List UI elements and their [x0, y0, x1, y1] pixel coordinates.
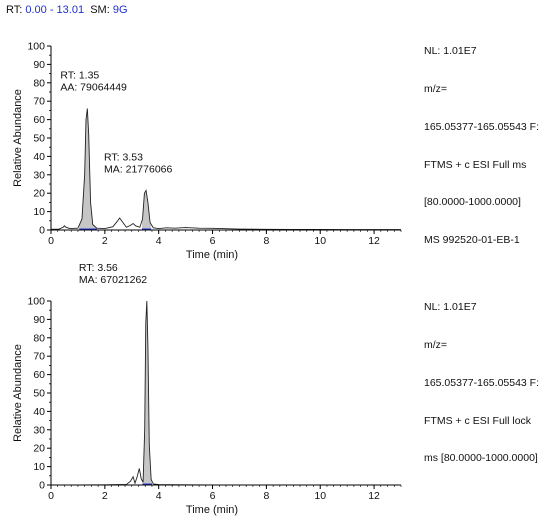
y-tick-label: 60 [33, 369, 45, 381]
y-tick-label: 90 [33, 314, 45, 326]
x-tick-label: 8 [263, 490, 269, 502]
x-tick-label: 0 [48, 490, 54, 502]
peak-area [79, 108, 97, 230]
y-tick-label: 100 [27, 296, 45, 308]
chromatogram-panel-2: 0 10 20 30 40 50 60 70 80 90 100 0 2 4 6 8 10 12 Time (min… [12, 262, 402, 516]
y-tick-label: 10 [33, 206, 45, 218]
y-tick-label: 70 [33, 96, 45, 108]
x-tick-label: 2 [102, 235, 108, 247]
y-tick-label: 30 [33, 424, 45, 436]
peak-area [142, 301, 152, 485]
x-tick-label: 10 [314, 490, 326, 502]
x-axis-label: Time (min) [186, 249, 238, 261]
y-tick-label: 30 [33, 169, 45, 181]
sm-value: 9G [112, 4, 128, 16]
y-axis-label: Relative Abundance [12, 89, 24, 187]
peak-rt-label: RT: 1.35 [60, 70, 99, 82]
peak-area-label: AA: 79064449 [60, 82, 127, 94]
y-tick-label: 0 [39, 480, 45, 492]
x-tick-label: 12 [368, 490, 380, 502]
rt-range: 0.00 - 13.01 [25, 4, 85, 16]
trace-2-info: NL: 1.01E7 m/z= 165.05377-165.05543 F: F… [424, 276, 539, 478]
y-tick-label: 0 [39, 225, 45, 237]
x-axis-label: Time (min) [186, 504, 238, 516]
info-line: m/z= [424, 338, 448, 351]
x-tick-label: 6 [210, 490, 216, 502]
y-tick-label: 60 [33, 114, 45, 126]
chromatogram-header: RT: 0.00 - 13.01 SM: 9G [6, 4, 128, 16]
x-tick-label: 6 [210, 235, 216, 247]
info-line: NL: 1.01E7 [424, 45, 477, 58]
x-tick-label: 4 [156, 490, 162, 502]
info-line: NL: 1.01E7 [424, 301, 477, 314]
y-tick-label: 90 [33, 59, 45, 71]
y-tick-label: 10 [33, 461, 45, 473]
x-tick-label: 8 [263, 235, 269, 247]
y-axis-label: Relative Abundance [12, 344, 24, 442]
peak-rt-label: RT: 3.53 [104, 151, 143, 163]
info-line: 165.05377-165.05543 F: [424, 120, 540, 133]
y-tick-label: 20 [33, 188, 45, 200]
y-tick-label: 40 [33, 406, 45, 418]
y-tick-label: 20 [33, 443, 45, 455]
y-tick-label: 50 [33, 388, 45, 400]
chromatogram-trace [51, 300, 401, 486]
info-line: FTMS + c ESI Full ms [424, 158, 527, 171]
x-tick-label: 4 [156, 235, 162, 247]
info-line: m/z= [424, 82, 448, 95]
x-tick-label: 10 [314, 235, 326, 247]
peak-area-label: MA: 67021262 [79, 274, 147, 286]
peak-area-label: MA: 21776066 [104, 163, 172, 175]
info-line: 165.05377-165.05543 F: [424, 376, 540, 389]
trace-1-info: NL: 1.01E7 m/z= 165.05377-165.05543 F: F… [424, 20, 539, 259]
y-tick-label: 80 [33, 77, 45, 89]
info-line: [80.0000-1000.0000] [424, 196, 521, 209]
info-line: MS 992520-01-EB-1 [424, 234, 520, 247]
x-tick-label: 12 [368, 235, 380, 247]
chromatogram-panel-1: 0 10 20 30 40 50 60 70 80 90 100 0 2 4 6 8 10 12 Time (min… [12, 41, 402, 261]
y-tick-label: 50 [33, 133, 45, 145]
chromatogram-trace [50, 108, 401, 231]
y-tick-label: 100 [27, 41, 45, 53]
x-tick-label: 0 [48, 235, 54, 247]
info-line: ms [80.0000-1000.0000] [424, 452, 538, 465]
peak-rt-label: RT: 3.56 [79, 262, 118, 274]
y-tick-label: 80 [33, 332, 45, 344]
y-tick-label: 70 [33, 351, 45, 363]
rt-label: RT: [6, 4, 23, 16]
x-tick-label: 2 [102, 490, 108, 502]
info-line: FTMS + c ESI Full lock [424, 414, 532, 427]
sm-label: SM: [90, 4, 110, 16]
y-tick-label: 40 [33, 151, 45, 163]
